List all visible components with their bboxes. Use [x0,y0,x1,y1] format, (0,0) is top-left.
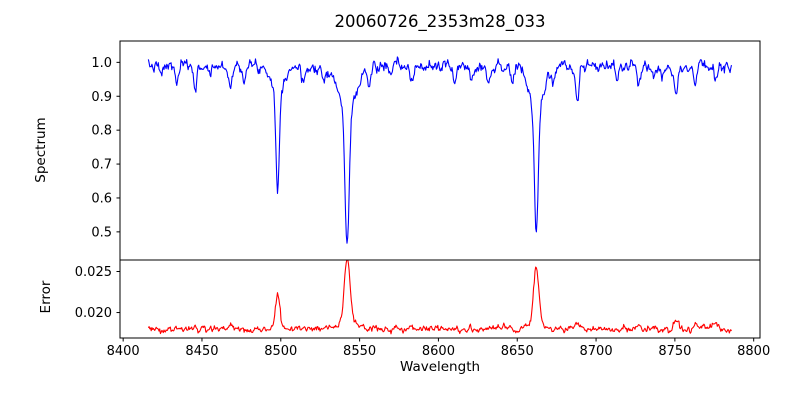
spectrum-y-axis-label: Spectrum [33,117,49,183]
x-tick-label: 8600 [422,344,455,359]
x-tick-label: 8650 [501,344,534,359]
spectrum-y-tick-label: 0.8 [91,124,112,139]
error-y-axis-label: Error [38,280,54,314]
spectrum-y-tick-label: 0.6 [91,191,112,206]
error-y-tick-label: 0.020 [75,306,112,321]
x-tick-label: 8750 [658,344,691,359]
x-axis-label: Wavelength [399,359,481,375]
x-tick-label: 8700 [580,344,613,359]
x-tick-label: 8500 [264,344,297,359]
spectrum-y-tick-label: 1.0 [91,56,112,71]
x-tick-label: 8400 [107,344,140,359]
spectrum-line [147,56,733,244]
x-tick-label: 8450 [185,344,218,359]
error-line [147,260,732,335]
error-y-tick-label: 0.025 [75,265,112,280]
x-tick-label: 8800 [737,344,770,359]
chart-title: 20060726_2353m28_033 [334,12,546,31]
spectrum-y-tick-label: 0.9 [91,90,112,105]
x-tick-label: 8550 [343,344,376,359]
spectrum-panel-border [119,40,761,261]
spectrum-y-tick-label: 0.5 [91,225,112,240]
spectrum-y-tick-label: 0.7 [91,158,112,173]
error-panel-border [119,259,761,339]
